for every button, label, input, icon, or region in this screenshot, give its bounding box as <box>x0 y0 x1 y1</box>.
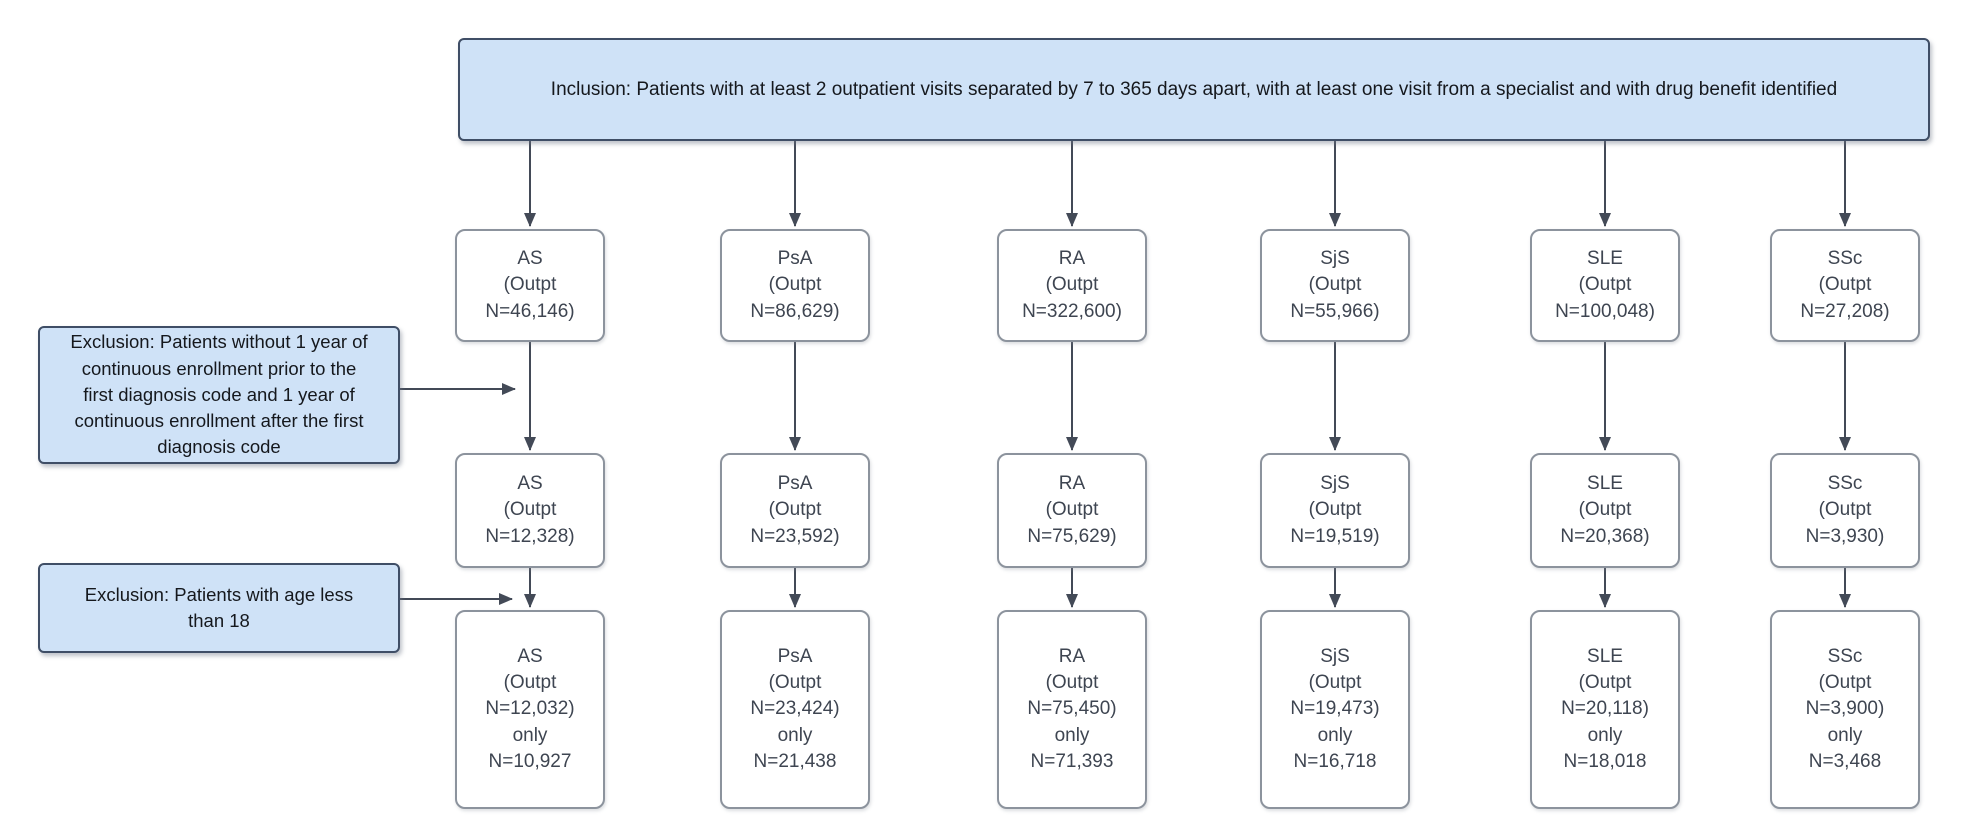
stage1-to-stage2-arrows <box>524 342 1851 451</box>
exclusion-criteria-box-age: Exclusion: Patients with age less than 1… <box>38 563 400 653</box>
flow-box-ssc-stage3: SSc (Outpt N=3,900) only N=3,468 <box>1770 610 1920 809</box>
flow-box-ra-stage1: RA (Outpt N=322,600) <box>997 229 1147 342</box>
stage2-to-stage3-arrows <box>524 568 1851 608</box>
flow-box-sle-stage2: SLE (Outpt N=20,368) <box>1530 453 1680 568</box>
flow-box-sjs-stage1: SjS (Outpt N=55,966) <box>1260 229 1410 342</box>
flow-box-ssc-stage1: SSc (Outpt N=27,208) <box>1770 229 1920 342</box>
flow-box-as-stage1: AS (Outpt N=46,146) <box>455 229 605 342</box>
flow-box-sle-stage3: SLE (Outpt N=20,118) only N=18,018 <box>1530 610 1680 809</box>
flow-box-psa-stage2: PsA (Outpt N=23,592) <box>720 453 870 568</box>
inclusion-to-stage1-arrows <box>524 141 1851 227</box>
flow-box-ssc-stage2: SSc (Outpt N=3,930) <box>1770 453 1920 568</box>
flow-box-psa-stage3: PsA (Outpt N=23,424) only N=21,438 <box>720 610 870 809</box>
flow-box-as-stage3: AS (Outpt N=12,032) only N=10,927 <box>455 610 605 809</box>
flow-box-as-stage2: AS (Outpt N=12,328) <box>455 453 605 568</box>
exclusion-criteria-box-enrollment: Exclusion: Patients without 1 year of co… <box>38 326 400 464</box>
flow-box-ra-stage3: RA (Outpt N=75,450) only N=71,393 <box>997 610 1147 809</box>
flow-box-sjs-stage2: SjS (Outpt N=19,519) <box>1260 453 1410 568</box>
flow-box-sjs-stage3: SjS (Outpt N=19,473) only N=16,718 <box>1260 610 1410 809</box>
flow-box-ra-stage2: RA (Outpt N=75,629) <box>997 453 1147 568</box>
inclusion-criteria-box: Inclusion: Patients with at least 2 outp… <box>458 38 1930 141</box>
flow-box-sle-stage1: SLE (Outpt N=100,048) <box>1530 229 1680 342</box>
flow-box-psa-stage1: PsA (Outpt N=86,629) <box>720 229 870 342</box>
